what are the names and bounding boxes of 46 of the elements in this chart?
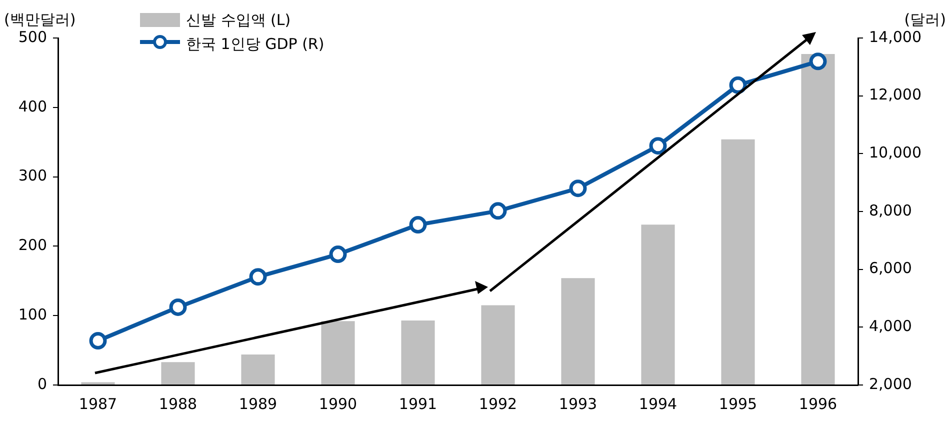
x-tick-label: 1991: [398, 394, 438, 413]
bar: [401, 320, 435, 384]
point: [649, 137, 667, 155]
bar: [321, 321, 355, 384]
point: [409, 216, 427, 234]
point: [249, 268, 267, 286]
x-tick-label: 1993: [558, 394, 598, 413]
point: [89, 332, 107, 350]
bar: [481, 305, 515, 384]
y-tick-label: 400: [18, 97, 47, 116]
x-tick-label: 1989: [238, 394, 278, 413]
x-tick-label: 1990: [318, 394, 358, 413]
x-tick-label: 1987: [78, 394, 118, 413]
point: [729, 76, 747, 94]
x-tick-label: 1996: [798, 394, 838, 413]
bar: [561, 278, 595, 384]
y-tick-label: 200: [18, 236, 47, 254]
point: [329, 246, 347, 264]
y2-tick-label: 14,000: [869, 28, 922, 46]
bar: [801, 54, 835, 384]
point: [569, 180, 587, 198]
bar: [241, 354, 275, 384]
point: [489, 202, 507, 220]
y2-tick-label: 10,000: [869, 144, 922, 162]
y2-tick-label: 8,000: [869, 201, 912, 220]
x-tick-label: 1994: [638, 394, 678, 413]
x-tick-label: 1995: [718, 394, 758, 413]
bar: [641, 224, 675, 384]
legend-label: 신발 수입액 (L): [186, 10, 291, 30]
bar: [161, 362, 195, 384]
y2-tick-label: 4,000: [869, 317, 912, 336]
y2-tick-label: 2,000: [869, 374, 912, 393]
y2-tick-label: 6,000: [869, 259, 912, 278]
point: [169, 298, 187, 316]
x-tick-label: 1988: [158, 394, 198, 413]
bar: [721, 139, 755, 384]
y-tick-label: 0: [37, 374, 47, 393]
y-tick-label: 500: [18, 28, 47, 46]
y-tick-label: 300: [18, 166, 47, 185]
x-tick-label: 1992: [478, 394, 518, 413]
y2-axis-title: (달러): [904, 10, 946, 28]
point: [809, 52, 827, 70]
y-axis-title: (백만달러): [4, 10, 76, 28]
y2-tick-label: 12,000: [869, 86, 922, 104]
y-tick-label: 100: [18, 305, 47, 324]
legend-label: 한국 1인당 GDP (R): [186, 34, 324, 54]
